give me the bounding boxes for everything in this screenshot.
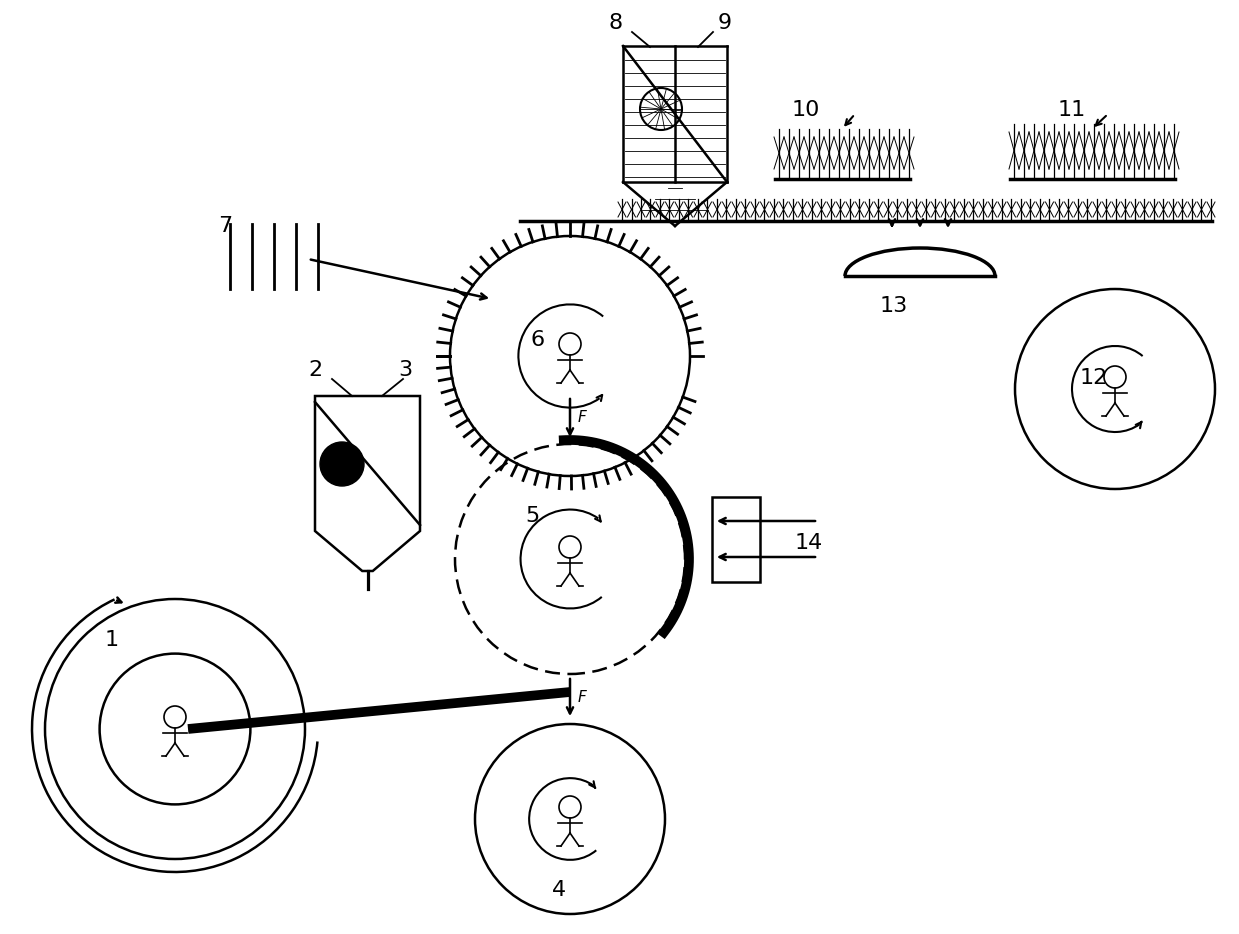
Text: 8: 8	[608, 13, 622, 33]
Text: 3: 3	[398, 360, 413, 380]
Bar	[712, 497, 760, 582]
Text: 10: 10	[792, 100, 820, 120]
Text: 2: 2	[309, 360, 322, 380]
Text: 7: 7	[218, 216, 232, 236]
Circle shape	[320, 442, 364, 486]
Text: 11: 11	[1058, 100, 1087, 120]
Text: 12: 12	[1080, 368, 1108, 388]
Text: 14: 14	[795, 533, 823, 553]
Text: 9: 9	[717, 13, 732, 33]
Text: 5: 5	[525, 506, 539, 526]
Text: 6: 6	[530, 330, 544, 350]
Text: 1: 1	[105, 630, 119, 650]
Text: F: F	[579, 690, 587, 705]
Text: 4: 4	[553, 880, 566, 900]
Text: F: F	[579, 410, 587, 425]
Text: 13: 13	[880, 296, 908, 316]
